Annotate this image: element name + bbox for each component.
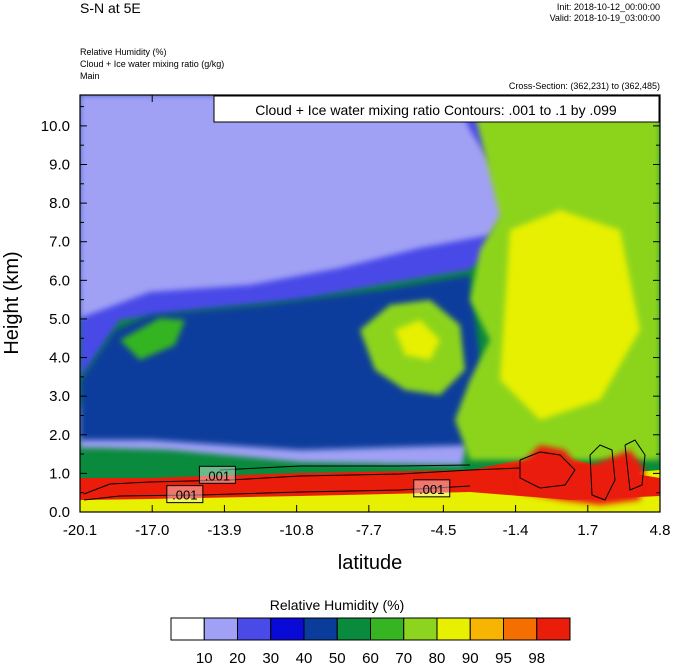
y-tick-label: 5.0 (49, 311, 70, 328)
colorbar-swatch (303, 617, 338, 641)
valid-time: Valid: 2018-10-19_03:00:00 (549, 13, 660, 23)
colorbar-swatch (503, 617, 538, 641)
colorbar-swatch (203, 617, 238, 641)
field-line-3: Main (80, 71, 100, 81)
init-time: Init: 2018-10-12_00:00:00 (556, 2, 660, 12)
colorbar-level-label: 40 (296, 650, 313, 667)
field-line-1: Relative Humidity (%) (80, 47, 167, 57)
rh-subregion-north-moist-column (500, 210, 640, 420)
rh-region-dry-layer-upper (80, 95, 515, 318)
colorbar-level-label: 80 (429, 650, 446, 667)
contour-line (624, 439, 646, 491)
plot-frame (79, 94, 661, 513)
x-tick-label: -13.9 (207, 522, 241, 539)
colorbar-title: Relative Humidity (%) (269, 597, 405, 613)
contour-line (519, 451, 576, 489)
y-tick-label: 1.0 (49, 465, 70, 482)
x-tick-label: 1.7 (577, 522, 598, 539)
colorbar-swatch (170, 617, 205, 641)
y-tick-label: 7.0 (49, 234, 70, 251)
y-axis-label: Height (km) (1, 251, 23, 354)
y-tick-label: 2.0 (49, 427, 70, 444)
y-tick-label: 8.0 (49, 195, 70, 212)
y-tick-label: 9.0 (49, 157, 70, 174)
y-tick-label: 6.0 (49, 272, 70, 289)
x-tick-label: -7.7 (356, 522, 382, 539)
colorbar-level-label: 98 (528, 650, 545, 667)
colorbar-level-label: 20 (229, 650, 246, 667)
contour-label-box (198, 465, 236, 484)
colorbar-level-label: 10 (196, 650, 213, 667)
cross-section-text: Cross-Section: (362,231) to (362,485) (508, 81, 660, 91)
colorbar-swatch (436, 617, 471, 641)
x-tick-label: -1.4 (503, 522, 529, 539)
field-line-2: Cloud + Ice water mixing ratio (g/kg) (80, 59, 225, 69)
contour-label: .001 (419, 482, 444, 497)
colorbar-level-label: 90 (462, 650, 479, 667)
colorbar-level-label: 50 (329, 650, 346, 667)
y-tick-label: 10.0 (41, 118, 70, 135)
colorbar-swatch (536, 617, 571, 641)
colorbar-level-label: 60 (362, 650, 379, 667)
y-tick-label: 4.0 (49, 350, 70, 367)
colorbar-swatch (370, 617, 405, 641)
x-tick-label: -4.5 (430, 522, 456, 539)
contour-label-box (166, 485, 204, 504)
contour-label: .001 (172, 488, 197, 503)
contour-info-text: Cloud + Ice water mixing ratio Contours:… (255, 102, 617, 118)
x-axis-label: latitude (338, 552, 403, 574)
plot-title: S-N at 5E (80, 0, 141, 16)
y-tick-label: 3.0 (49, 388, 70, 405)
contour-label-box (413, 479, 451, 498)
colorbar-swatch (336, 617, 371, 641)
colorbar-level-label: 30 (262, 650, 279, 667)
colorbar-level-label: 95 (495, 650, 512, 667)
colorbar-swatch (403, 617, 438, 641)
contour-line (219, 464, 471, 471)
contour-line (589, 444, 616, 501)
colorbar-swatch (270, 617, 305, 641)
rh-region-green-blob-left (120, 318, 185, 360)
colorbar: 10 20 30 40 50 60 70 80 90 95 98 (170, 617, 571, 667)
x-tick-label: -20.1 (63, 522, 97, 539)
cloud-contours: .001 .001 .001 (83, 439, 646, 504)
contour-line (83, 467, 521, 495)
colorbar-swatch (469, 617, 504, 641)
rh-subregion-green-blob-center (395, 320, 440, 360)
contour-line (83, 485, 471, 501)
x-tick-label: 4.8 (650, 522, 671, 539)
x-tick-label: -10.8 (280, 522, 314, 539)
axes: -20.1 -17.0 -13.9 -10.8 -7.7 -4.5 -1.4 1.7 4.8 0.… (41, 95, 671, 539)
rh-field (80, 95, 660, 512)
y-tick-label: 0.0 (49, 504, 70, 521)
colorbar-level-label: 70 (395, 650, 412, 667)
x-tick-label: -17.0 (135, 522, 169, 539)
colorbar-swatch (237, 617, 272, 641)
contour-label: .001 (205, 468, 230, 483)
contour-info-box: Cloud + Ice water mixing ratio Contours:… (213, 95, 660, 123)
